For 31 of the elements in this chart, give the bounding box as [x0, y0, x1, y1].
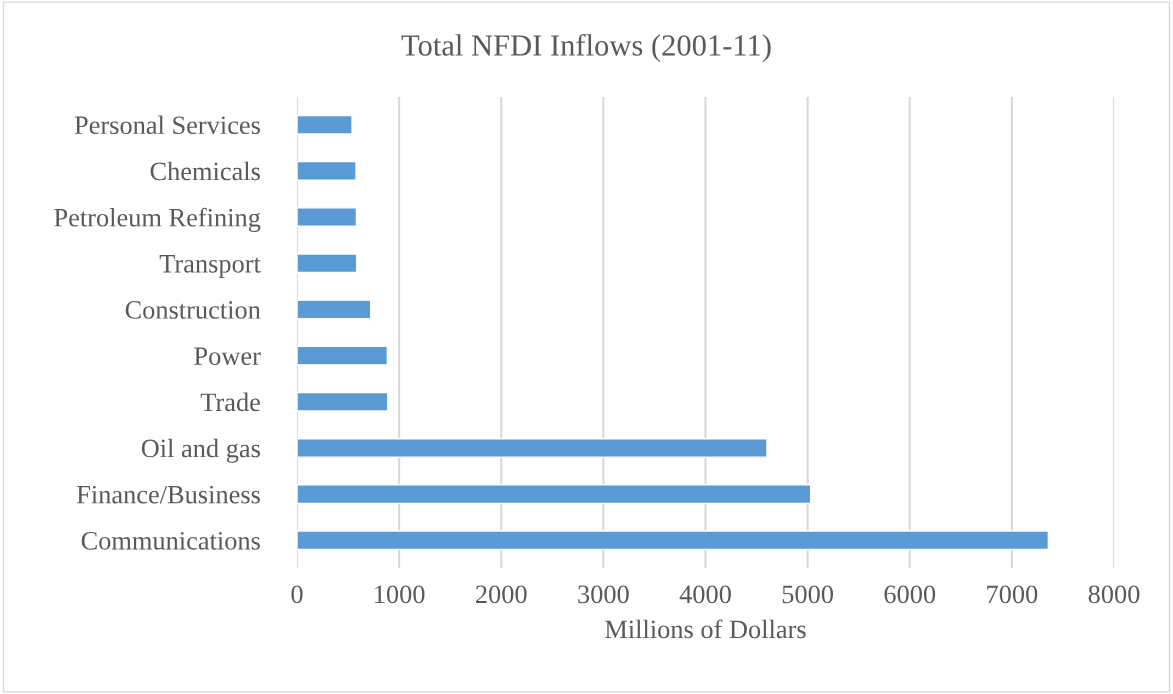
y-tick-label: Communications: [81, 531, 260, 550]
chart-title: Total NFDI Inflows (2001-11): [401, 33, 771, 63]
x-tick-label: 1000: [375, 585, 425, 604]
bar: [297, 391, 389, 412]
x-tick-label: 6000: [884, 585, 936, 604]
bar: [297, 530, 1050, 551]
bar: [297, 207, 358, 227]
x-tick-label: 3000: [578, 585, 629, 604]
x-tick-label: 0: [291, 585, 303, 604]
y-tick-label: Construction: [125, 301, 261, 319]
y-tick-label: Petroleum Refining: [54, 207, 261, 233]
bar: [297, 484, 812, 505]
bar: [297, 345, 389, 366]
x-tick-label: 5000: [782, 585, 834, 604]
x-axis-title: Millions of Dollars: [605, 619, 806, 639]
y-tick-label: Finance/Business: [76, 485, 260, 504]
y-tick-label: Chemicals: [150, 161, 260, 181]
bar: [297, 438, 768, 458]
bar: [297, 160, 357, 181]
y-tick-label: Transport: [159, 255, 261, 279]
y-tick-label: Oil and gas: [141, 438, 260, 463]
y-tick-label: Personal Services: [74, 115, 260, 135]
bar: [297, 253, 358, 274]
x-tick-label: 8000: [1088, 585, 1140, 604]
x-tick-label: 2000: [476, 585, 527, 604]
y-tick-label: Trade: [200, 392, 260, 412]
x-tick-label: 4000: [679, 585, 731, 604]
bar: [297, 299, 372, 320]
x-tick-label: 7000: [987, 585, 1038, 604]
y-tick-label: Power: [194, 347, 261, 365]
bar: [297, 114, 353, 135]
